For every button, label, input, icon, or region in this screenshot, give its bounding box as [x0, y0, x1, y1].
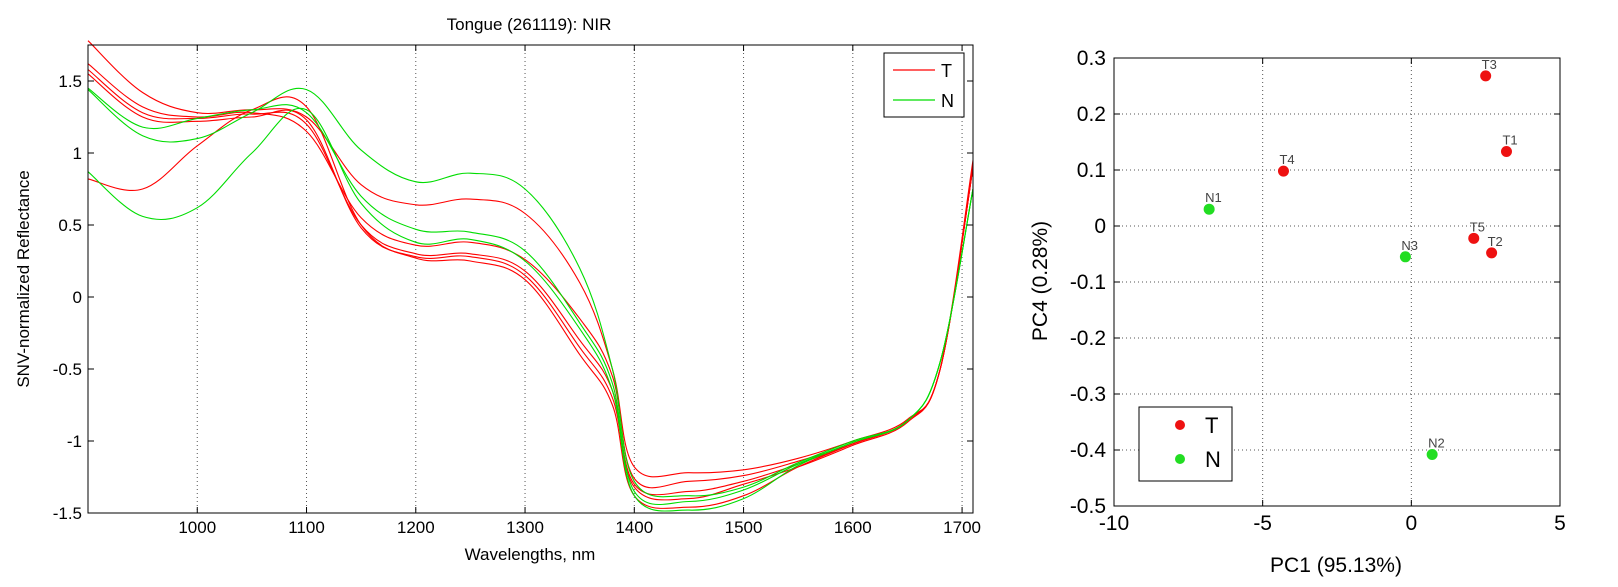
pca-point-label-t3: T3 [1482, 57, 1497, 72]
spectra-plot-frame [87, 44, 974, 514]
spectra-plot-background [88, 45, 973, 513]
pca-x-tick-label: -10 [1099, 512, 1129, 535]
pca-point-label-n1: N1 [1205, 190, 1222, 205]
spectra-x-tick-label: 1200 [397, 518, 435, 537]
spectra-legend-label-t: T [941, 61, 952, 81]
spectra-x-tick-label: 1400 [615, 518, 653, 537]
pca-point-t2 [1486, 247, 1498, 259]
spectra-x-ticks: 1000 1100 1200 1300 1400 1500 1600 1700 [178, 45, 981, 537]
pca-y-tick-label: 0 [1094, 215, 1106, 238]
spectra-chart: Tongue (261119): NIR 1000 1100 1200 1300 140… [14, 15, 981, 564]
spectrum-line-n-6 [87, 87, 974, 498]
spectrum-line-n-8 [87, 107, 974, 512]
pca-point-label-t2: T2 [1488, 234, 1503, 249]
pca-chart: -10 -5 0 5 -0.5 -0.4 -0.3 -0.2 -0.1 0 0.1 0.2 0.3 T… [1029, 47, 1566, 577]
pca-point-t1 [1500, 146, 1512, 158]
pca-x-ticks: -10 -5 0 5 [1099, 58, 1566, 535]
pca-legend-marker-t [1175, 420, 1185, 430]
spectrum-line-t-1 [87, 40, 974, 478]
pca-point-label-t1: T1 [1502, 133, 1517, 148]
pca-point-n3 [1399, 251, 1411, 263]
pca-legend-marker-n [1175, 454, 1185, 464]
pca-points-group: T3 T1 T4 N1 T5 N3 T2 N2 [1203, 57, 1518, 460]
pca-y-axis-label: PC4 (0.28%) [1029, 221, 1052, 341]
spectra-legend: T N [883, 52, 965, 118]
pca-point-label-t5: T5 [1470, 219, 1485, 234]
pca-y-tick-label: 0.3 [1077, 47, 1106, 70]
pca-point-t4 [1277, 165, 1289, 177]
spectra-y-tick-label: 0 [73, 288, 82, 307]
spectra-x-tick-label: 1000 [178, 518, 216, 537]
pca-y-tick-label: -0.2 [1070, 327, 1106, 350]
spectra-y-tick-label: -1.5 [53, 504, 82, 523]
spectra-legend-box [883, 52, 965, 118]
pca-legend-box [1138, 406, 1233, 482]
pca-point-label-t4: T4 [1279, 152, 1294, 167]
pca-y-tick-label: -0.5 [1070, 495, 1106, 518]
spectra-y-tick-label: 0.5 [58, 216, 82, 235]
spectra-x-tick-label: 1100 [288, 518, 325, 537]
pca-y-tick-label: 0.2 [1077, 103, 1106, 126]
pca-x-axis-label: PC1 (95.13%) [1270, 554, 1402, 577]
pca-y-ticks: -0.5 -0.4 -0.3 -0.2 -0.1 0 0.1 0.2 0.3 [1070, 47, 1560, 518]
spectra-x-tick-label: 1700 [943, 518, 981, 537]
pca-point-t5 [1468, 232, 1480, 244]
spectra-series-group [87, 40, 974, 512]
spectra-y-tick-label: -1 [67, 432, 82, 451]
spectra-x-tick-label: 1500 [725, 518, 763, 537]
pca-legend-label-n: N [1205, 447, 1221, 472]
spectra-y-tick-label: 1.5 [58, 72, 82, 91]
spectra-y-ticks: -1.5 -1 -0.5 0 0.5 1 1.5 [53, 72, 973, 523]
pca-point-n2 [1426, 448, 1438, 460]
spectra-y-tick-label: 1 [73, 144, 82, 163]
spectra-y-tick-label: -0.5 [53, 360, 82, 379]
pca-legend: T N [1138, 406, 1233, 482]
spectra-y-axis-label: SNV-normalized Reflectance [14, 170, 33, 387]
spectra-x-tick-label: 1300 [506, 518, 544, 537]
pca-legend-label-t: T [1205, 413, 1218, 438]
spectra-chart-title: Tongue (261119): NIR [447, 15, 612, 34]
pca-point-t3 [1480, 70, 1492, 82]
pca-x-tick-label: -5 [1253, 512, 1272, 535]
pca-x-tick-label: 5 [1554, 512, 1566, 535]
pca-x-tick-label: 0 [1405, 512, 1417, 535]
spectra-x-tick-label: 1600 [834, 518, 872, 537]
pca-y-tick-label: -0.3 [1070, 383, 1106, 406]
spectra-legend-label-n: N [941, 91, 954, 111]
pca-y-tick-label: -0.1 [1070, 271, 1106, 294]
pca-point-label-n3: N3 [1401, 238, 1418, 253]
spectrum-line-t-4 [87, 73, 974, 501]
pca-point-label-n2: N2 [1428, 435, 1445, 450]
spectra-x-axis-label: Wavelengths, nm [465, 545, 596, 564]
pca-y-tick-label: -0.4 [1070, 439, 1107, 462]
pca-point-n1 [1203, 203, 1215, 215]
pca-y-tick-label: 0.1 [1077, 159, 1106, 182]
